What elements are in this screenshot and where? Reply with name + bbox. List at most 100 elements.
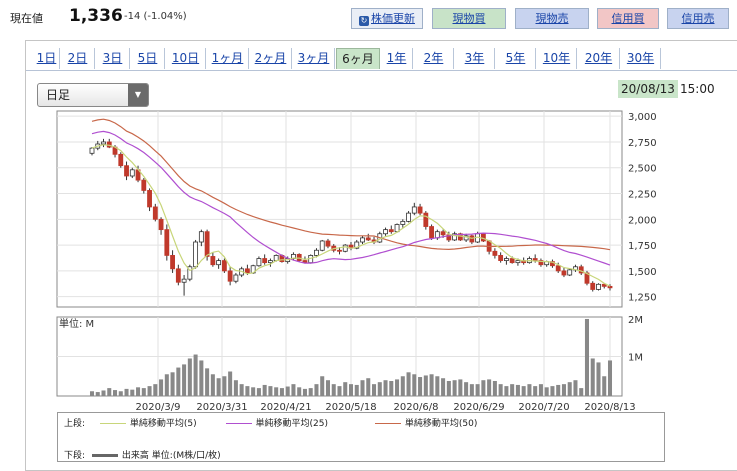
candle-body <box>216 260 222 266</box>
candle-body <box>181 278 187 283</box>
volume-bar <box>527 384 532 396</box>
candle-body <box>152 206 158 220</box>
volume-bar <box>308 388 313 396</box>
candle-body <box>101 141 106 145</box>
volume-bar <box>331 384 336 396</box>
tab-15[interactable]: 30年 <box>621 48 661 69</box>
volume-bar <box>291 384 296 396</box>
volume-bar <box>101 390 106 396</box>
candle-body <box>498 255 504 261</box>
volume-bar <box>95 392 100 396</box>
tab-4[interactable]: 10日 <box>166 48 206 69</box>
candle-body <box>590 282 596 290</box>
tab-13[interactable]: 10年 <box>537 48 577 69</box>
current-price-value: 1,336 <box>69 6 123 26</box>
candle-body <box>429 226 434 239</box>
volume-bar <box>590 358 595 396</box>
volume-bar <box>504 386 509 396</box>
volume-bar <box>124 388 129 396</box>
tab-1[interactable]: 2日 <box>61 48 95 69</box>
volume-bar <box>147 386 152 396</box>
tab-10[interactable]: 2年 <box>414 48 454 69</box>
legend-ma50: 単純移動平均(50) <box>404 419 478 429</box>
tab-8[interactable]: 6ヶ月 <box>336 48 380 69</box>
volume-bar <box>584 318 589 396</box>
candle-body <box>342 244 348 252</box>
tab-12[interactable]: 5年 <box>496 48 536 69</box>
price-tick-label: 1,750 <box>628 241 657 252</box>
volume-bar <box>366 378 371 396</box>
volume-bar <box>360 380 365 396</box>
tab-5[interactable]: 1ヶ月 <box>207 48 249 69</box>
candle-body <box>452 233 458 241</box>
cash-buy-button[interactable]: 現物買 <box>432 8 506 29</box>
margin-sell-button[interactable]: 信用売 <box>667 8 729 29</box>
ma50-line <box>91 118 611 251</box>
volume-bar <box>153 384 158 396</box>
tab-9[interactable]: 1年 <box>381 48 413 69</box>
volume-bar <box>377 382 382 396</box>
legend-ma5-swatch <box>99 423 126 424</box>
margin-sell-label: 信用売 <box>681 12 715 25</box>
volume-bar <box>141 388 146 396</box>
volume-bar <box>607 360 613 396</box>
refresh-price-label: 株価更新 <box>371 12 415 25</box>
tab-11[interactable]: 3年 <box>455 48 495 69</box>
refresh-price-button[interactable]: ↻ 株価更新 <box>351 8 423 29</box>
volume-bar <box>262 384 267 396</box>
volume-bar <box>556 384 561 396</box>
candle-body <box>509 258 515 264</box>
tab-2[interactable]: 3日 <box>96 48 130 69</box>
candle-body <box>388 229 394 233</box>
tab-0[interactable]: 1日 <box>34 48 60 69</box>
tab-14[interactable]: 20年 <box>578 48 620 69</box>
tab-3[interactable]: 5日 <box>131 48 165 69</box>
volume-bar <box>251 387 256 396</box>
price-tick-label: 1,500 <box>628 267 657 278</box>
volume-bar <box>285 386 290 396</box>
tab-label: 20年 <box>584 51 613 65</box>
volume-bar <box>550 386 555 396</box>
candle-body <box>244 268 250 274</box>
candle-body <box>578 266 584 274</box>
candle-body <box>406 212 411 222</box>
candle-body <box>596 283 601 290</box>
volume-bar <box>320 376 325 396</box>
candle-body <box>337 249 342 252</box>
volume-bar <box>412 374 417 396</box>
candle-body <box>440 231 446 236</box>
volume-bar <box>602 376 607 396</box>
cash-sell-button[interactable]: 現物売 <box>515 8 589 29</box>
tab-6[interactable]: 2ヶ月 <box>250 48 292 69</box>
volume-bar <box>400 376 405 396</box>
volume-bar <box>354 384 359 396</box>
ma5-line <box>91 144 611 287</box>
volume-bar <box>538 384 543 396</box>
volume-bar <box>441 378 446 396</box>
candle-body <box>515 260 521 264</box>
interval-select[interactable]: 日足 ▼ <box>37 83 149 107</box>
price-tick-label: 2,500 <box>628 164 657 175</box>
volume-bar <box>302 388 307 396</box>
x-tick-label: 2020/6/8 <box>394 402 439 413</box>
candle-body <box>411 206 417 214</box>
tab-label: 5年 <box>505 51 526 65</box>
volume-bar <box>510 384 515 396</box>
volume-bar <box>464 382 469 396</box>
candle-body <box>469 235 475 243</box>
legend-lower-row: 下段: 出来高 単位:(M株/口/枚) <box>64 448 221 461</box>
x-tick-label: 2020/8/13 <box>584 402 635 413</box>
legend-volume-swatch <box>91 454 118 457</box>
margin-buy-button[interactable]: 信用買 <box>597 8 659 29</box>
volume-bar <box>481 380 486 396</box>
volume-bar <box>573 380 578 396</box>
candle-body <box>555 265 561 272</box>
tab-7[interactable]: 3ヶ月 <box>293 48 335 69</box>
tab-label: 30年 <box>626 51 655 65</box>
margin-buy-label: 信用買 <box>611 12 645 25</box>
volume-bar <box>469 384 474 396</box>
volume-bar <box>89 391 95 396</box>
volume-bar <box>435 376 440 396</box>
volume-bar <box>383 380 388 396</box>
x-tick-label: 2020/3/9 <box>136 402 181 413</box>
